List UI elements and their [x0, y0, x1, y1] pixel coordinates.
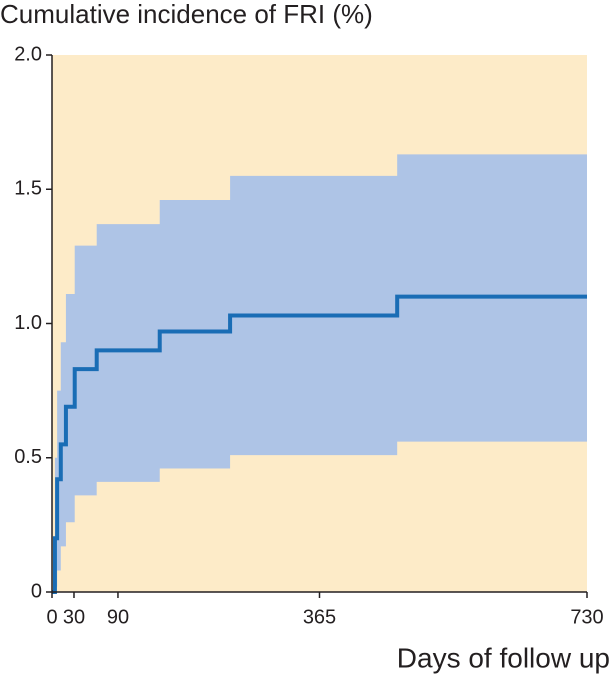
incidence-line — [52, 294, 587, 594]
x-tick-label: 0 — [46, 606, 57, 628]
y-tick-label: 1.0 — [14, 312, 42, 334]
x-axis-label: Days of follow up — [397, 642, 610, 673]
x-tick-label: 730 — [570, 606, 603, 628]
chart-title: Cumulative incidence of FRI (%) — [0, 0, 373, 29]
y-tick-label: 2.0 — [14, 43, 42, 65]
x-tick-label: 30 — [63, 606, 85, 628]
y-tick-label: 0.5 — [14, 446, 42, 468]
y-tick-label: 0 — [31, 580, 42, 602]
x-tick-label: 90 — [107, 606, 129, 628]
ci-band — [52, 154, 587, 592]
y-tick-label: 1.5 — [14, 178, 42, 200]
x-tick-label: 365 — [303, 606, 336, 628]
